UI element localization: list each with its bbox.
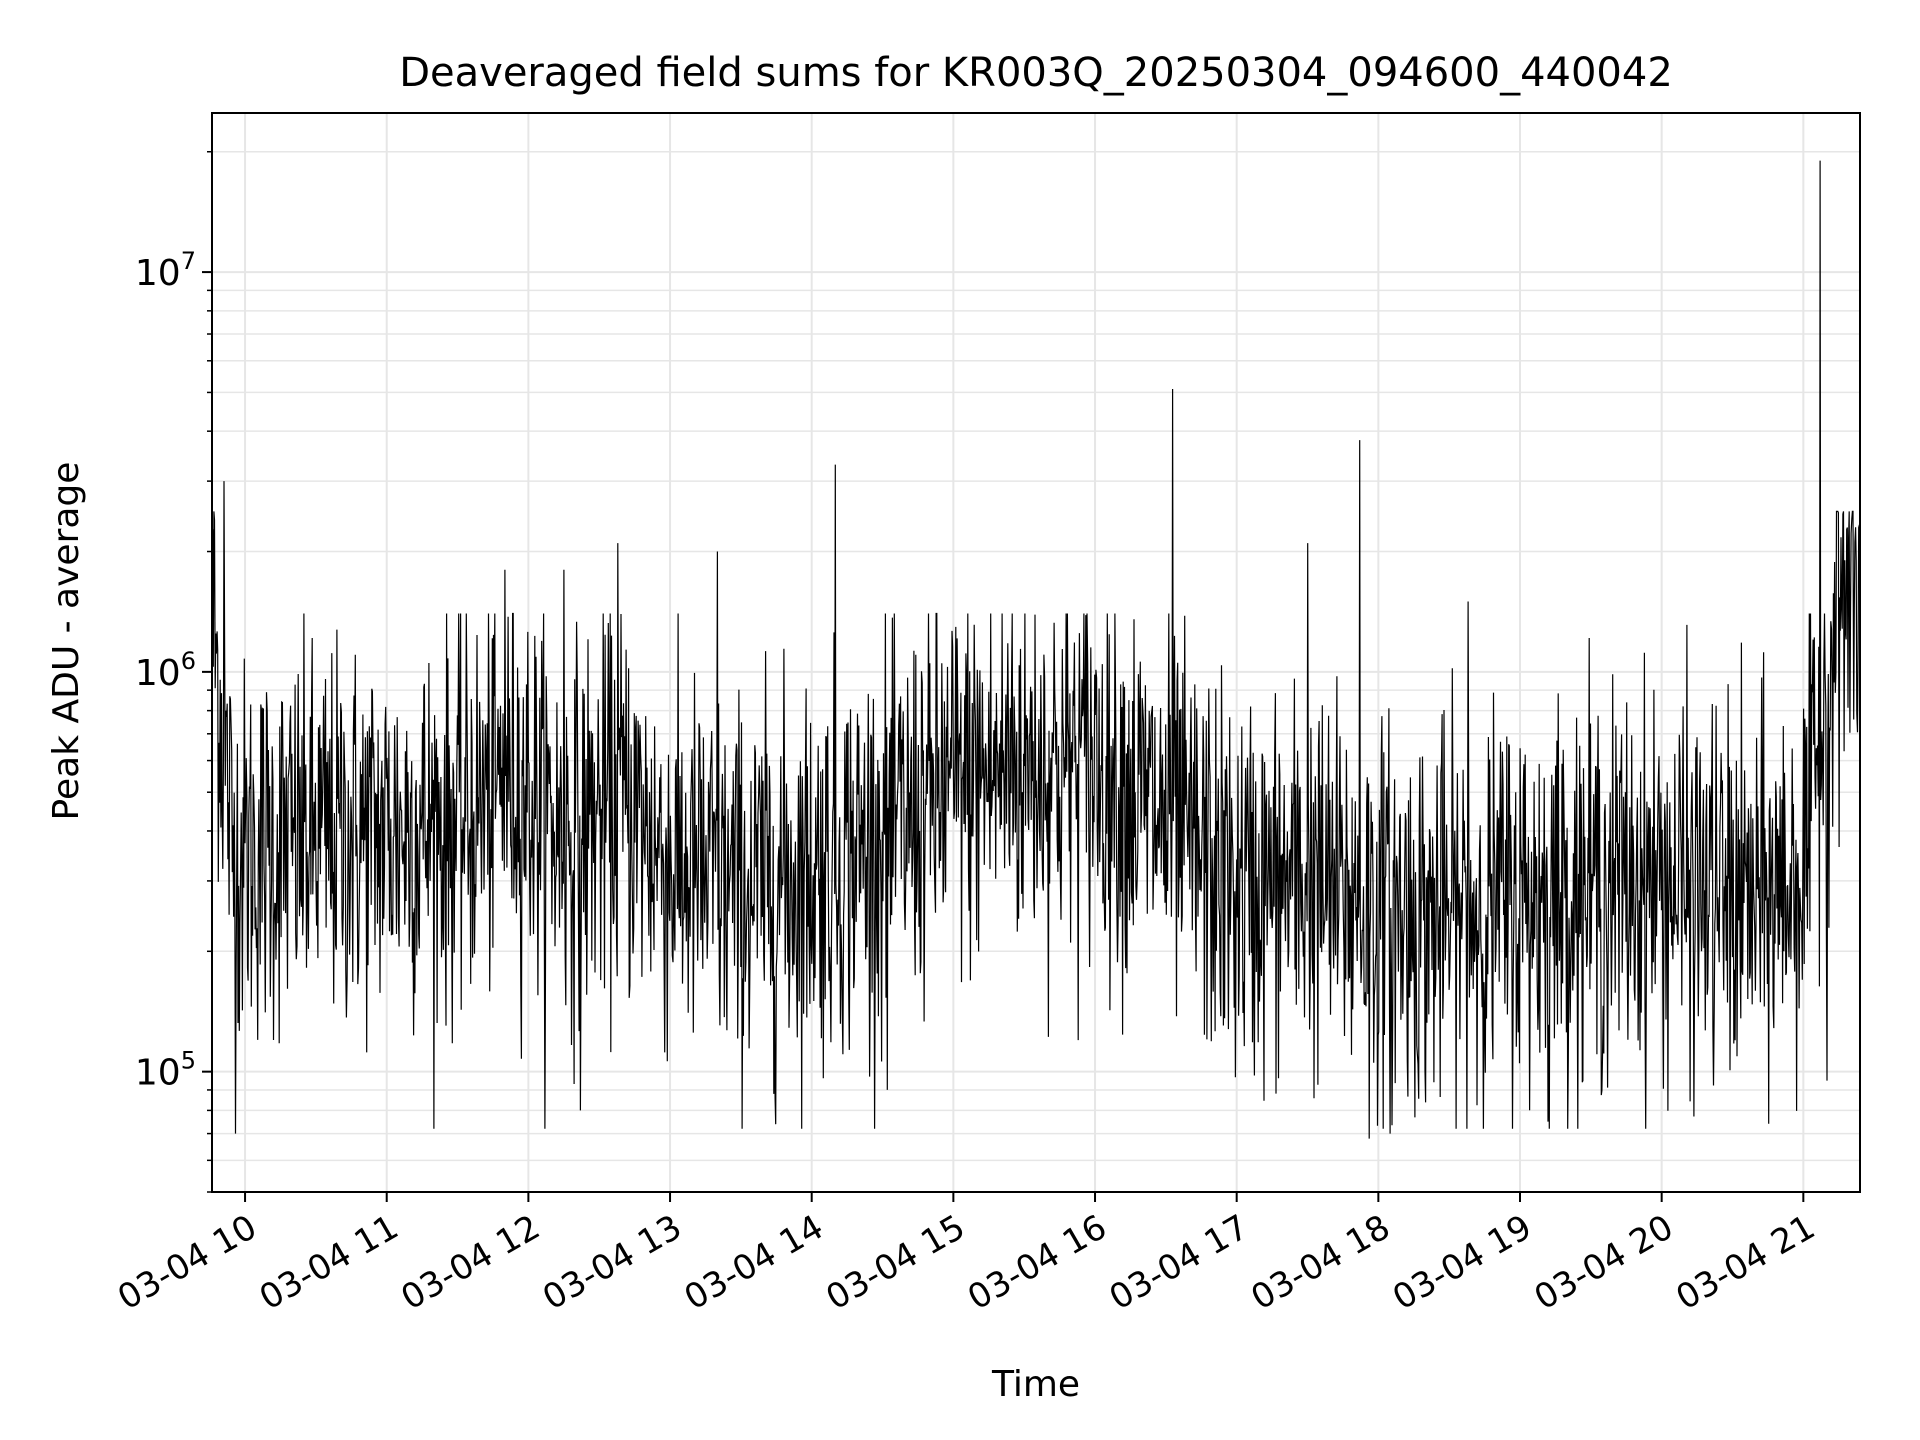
y-tick-label: 106 [135,647,196,694]
axes-frame [211,112,1861,1193]
y-axis-label: Peak ADU - average [46,462,87,821]
x-axis-label: Time [991,1364,1080,1405]
data-layer [211,160,1861,1139]
series-line [211,160,1861,1139]
chart-title: Deaveraged field sums for KR003Q_2025030… [399,50,1673,96]
y-axis: 105 106 107 [135,150,212,1193]
y-tick-label: 107 [135,247,196,294]
y-tick-label: 105 [135,1047,196,1094]
